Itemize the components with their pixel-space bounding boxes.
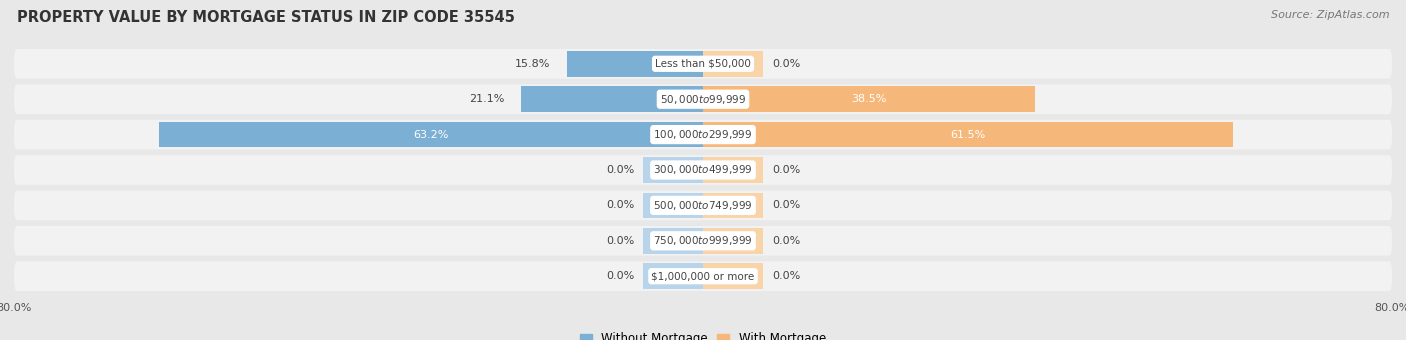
Text: 0.0%: 0.0% [772, 165, 800, 175]
Text: 0.0%: 0.0% [606, 271, 634, 281]
Text: 63.2%: 63.2% [413, 130, 449, 140]
Text: PROPERTY VALUE BY MORTGAGE STATUS IN ZIP CODE 35545: PROPERTY VALUE BY MORTGAGE STATUS IN ZIP… [17, 10, 515, 25]
Text: $500,000 to $749,999: $500,000 to $749,999 [654, 199, 752, 212]
Bar [643, 228, 703, 254]
Text: 0.0%: 0.0% [606, 236, 634, 246]
FancyBboxPatch shape [14, 190, 1392, 220]
Bar [703, 122, 1233, 147]
FancyBboxPatch shape [14, 155, 1392, 185]
Bar [643, 193, 703, 218]
Text: 0.0%: 0.0% [772, 271, 800, 281]
Text: $100,000 to $299,999: $100,000 to $299,999 [654, 128, 752, 141]
Bar [567, 51, 703, 76]
Bar [703, 157, 763, 183]
Text: Source: ZipAtlas.com: Source: ZipAtlas.com [1271, 10, 1389, 20]
Text: 21.1%: 21.1% [468, 94, 505, 104]
Text: 0.0%: 0.0% [772, 200, 800, 210]
Text: $750,000 to $999,999: $750,000 to $999,999 [654, 234, 752, 247]
Text: 38.5%: 38.5% [851, 94, 886, 104]
Text: 0.0%: 0.0% [772, 236, 800, 246]
Bar [522, 86, 703, 112]
Text: 0.0%: 0.0% [606, 165, 634, 175]
Legend: Without Mortgage, With Mortgage: Without Mortgage, With Mortgage [575, 328, 831, 340]
FancyBboxPatch shape [14, 120, 1392, 150]
Text: 61.5%: 61.5% [950, 130, 986, 140]
Text: $50,000 to $99,999: $50,000 to $99,999 [659, 93, 747, 106]
Bar [703, 51, 763, 76]
Text: $300,000 to $499,999: $300,000 to $499,999 [654, 164, 752, 176]
Text: $1,000,000 or more: $1,000,000 or more [651, 271, 755, 281]
Text: 15.8%: 15.8% [515, 59, 550, 69]
Text: 0.0%: 0.0% [606, 200, 634, 210]
FancyBboxPatch shape [14, 49, 1392, 79]
Bar [159, 122, 703, 147]
FancyBboxPatch shape [14, 226, 1392, 256]
Bar [703, 193, 763, 218]
Bar [643, 157, 703, 183]
Bar [703, 86, 1035, 112]
FancyBboxPatch shape [14, 84, 1392, 114]
Text: 0.0%: 0.0% [772, 59, 800, 69]
Bar [643, 264, 703, 289]
Bar [703, 228, 763, 254]
Bar [703, 264, 763, 289]
Text: Less than $50,000: Less than $50,000 [655, 59, 751, 69]
FancyBboxPatch shape [14, 261, 1392, 291]
